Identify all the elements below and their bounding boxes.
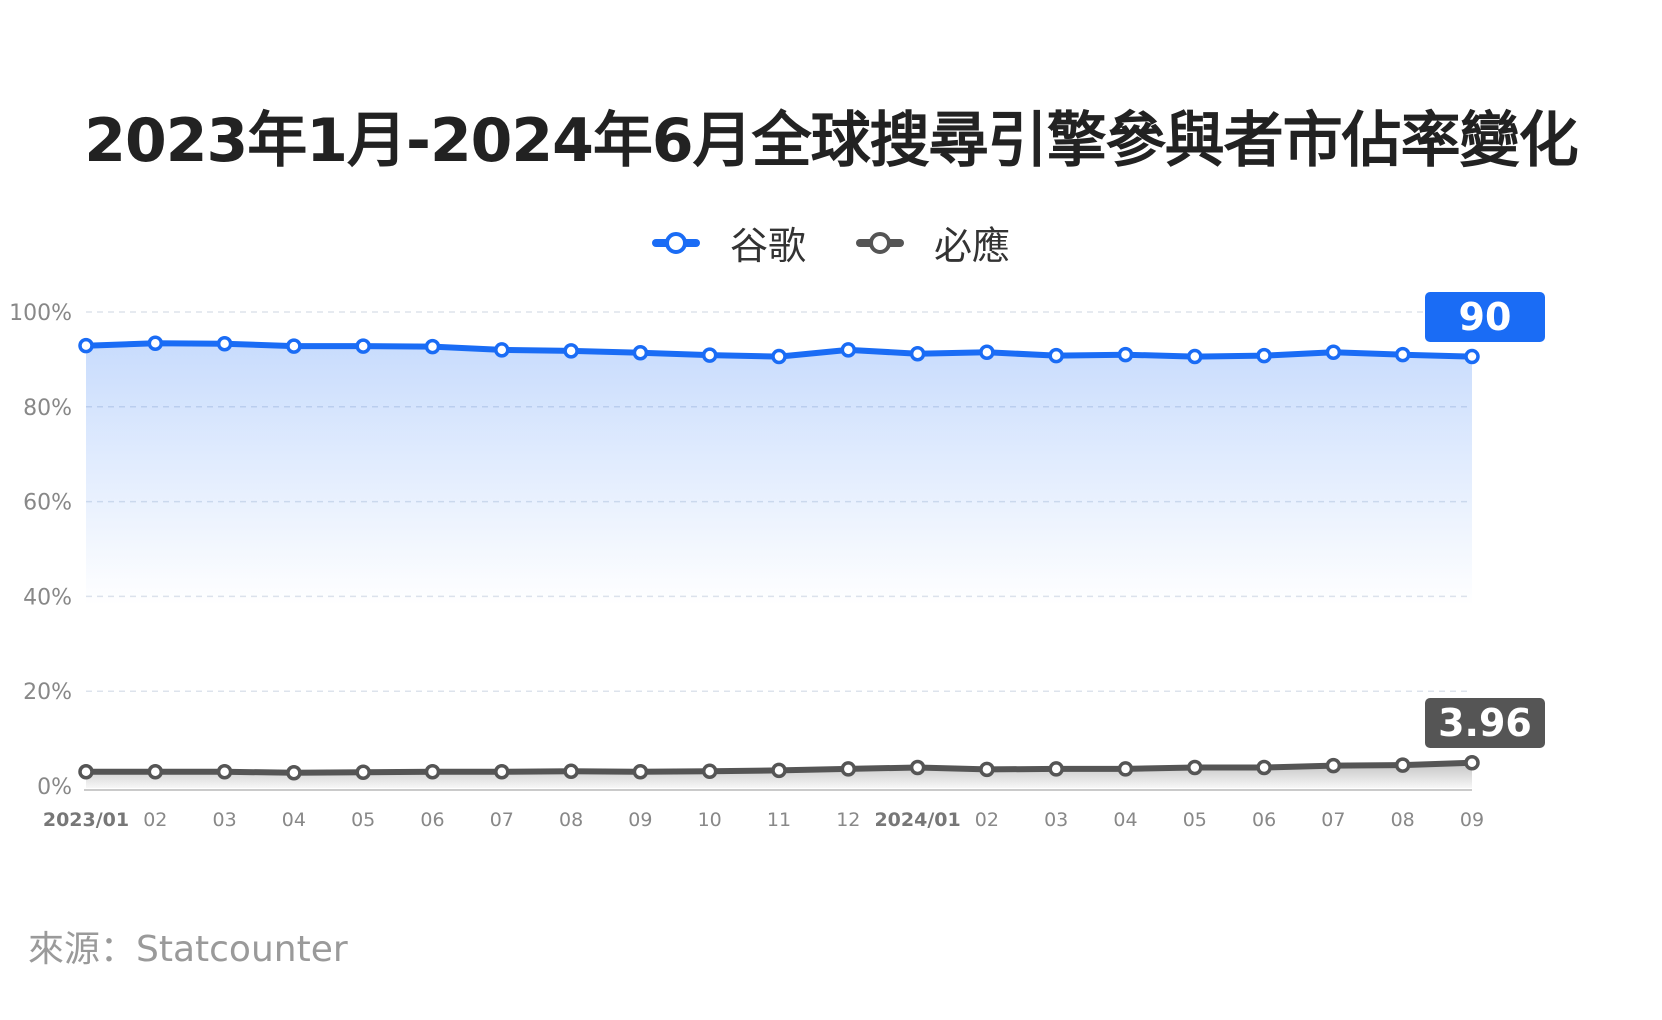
legend-label-google: 谷歌 (729, 224, 806, 268)
data-point[interactable] (286, 338, 302, 354)
legend-label-bing: 必應 (934, 224, 1011, 268)
data-point[interactable] (494, 342, 510, 358)
data-point[interactable] (1464, 755, 1480, 771)
data-point[interactable] (771, 348, 787, 365)
data-point[interactable] (355, 338, 371, 354)
x-tick-label: 04 (1113, 809, 1137, 831)
data-point[interactable] (771, 762, 787, 779)
y-tick-label: 40% (23, 585, 72, 610)
y-tick-label: 60% (23, 491, 72, 516)
end-value-label: 90 (1459, 295, 1512, 339)
data-point[interactable] (840, 342, 857, 358)
data-point[interactable] (1325, 344, 1342, 361)
chart-title: 2023年1月-2024年6月全球搜尋引擎參與者市佔率變化 (84, 106, 1578, 176)
data-point[interactable] (840, 761, 857, 777)
data-point[interactable] (147, 335, 164, 352)
x-tick-label: 03 (1044, 809, 1068, 831)
x-tick-label: 12 (836, 809, 860, 831)
y-tick-label: 20% (23, 680, 72, 705)
x-tick-label: 05 (351, 809, 375, 831)
data-point[interactable] (563, 343, 579, 359)
x-tick-label: 06 (420, 809, 444, 831)
data-point[interactable] (1048, 761, 1064, 777)
data-point[interactable] (1464, 348, 1480, 365)
x-tick-label: 02 (143, 809, 167, 831)
data-point[interactable] (355, 764, 371, 781)
x-tick-label: 2023/01 (43, 809, 129, 831)
data-point[interactable] (494, 764, 510, 780)
legend-swatch-bing (856, 231, 904, 254)
data-point[interactable] (78, 337, 94, 354)
data-point[interactable] (632, 764, 649, 780)
legend: 谷歌 必應 (0, 215, 1662, 270)
legend-swatch-google (651, 231, 700, 254)
data-point[interactable] (1187, 759, 1203, 776)
data-point[interactable] (1187, 348, 1203, 365)
data-point[interactable] (632, 345, 649, 361)
data-point[interactable] (701, 763, 718, 780)
data-point[interactable] (424, 764, 441, 780)
end-value-badge-1: 3.96 (1425, 698, 1545, 748)
data-point[interactable] (979, 761, 995, 778)
data-point[interactable] (1325, 757, 1342, 774)
source-note: 來源：Statcounter (28, 929, 348, 970)
legend-item-google[interactable]: 谷歌 (651, 215, 806, 270)
data-point[interactable] (216, 336, 233, 352)
data-point[interactable] (1394, 757, 1411, 773)
x-tick-label: 06 (1252, 809, 1276, 831)
data-point[interactable] (216, 764, 233, 780)
x-tick-label: 07 (490, 809, 514, 831)
y-tick-label: 100% (9, 301, 72, 326)
y-tick-label: 0% (37, 775, 72, 800)
data-point[interactable] (147, 764, 164, 780)
x-tick-label: 08 (559, 809, 583, 831)
end-value-badge-0: 90 (1425, 292, 1545, 342)
end-value-label: 3.96 (1438, 701, 1532, 745)
data-point[interactable] (1394, 346, 1411, 363)
data-point[interactable] (1256, 759, 1272, 776)
x-tick-label: 10 (698, 809, 722, 831)
x-tick-label: 07 (1321, 809, 1345, 831)
data-point[interactable] (979, 344, 995, 361)
series-area-0 (86, 343, 1472, 606)
x-tick-label: 08 (1391, 809, 1415, 831)
x-tick-label: 04 (282, 809, 306, 831)
x-tick-label: 11 (767, 809, 791, 831)
x-tick-label: 02 (975, 809, 999, 831)
data-point[interactable] (909, 759, 926, 776)
x-tick-label: 03 (213, 809, 237, 831)
data-point[interactable] (1117, 346, 1134, 363)
data-point[interactable] (424, 338, 441, 355)
data-point[interactable] (1048, 347, 1064, 364)
data-point[interactable] (286, 764, 302, 781)
data-point[interactable] (78, 764, 94, 780)
data-point[interactable] (701, 347, 718, 363)
y-tick-label: 80% (23, 396, 72, 421)
data-point[interactable] (909, 345, 926, 362)
data-point[interactable] (1117, 761, 1134, 777)
data-point[interactable] (1256, 347, 1272, 364)
legend-item-bing[interactable]: 必應 (856, 215, 1010, 270)
x-tick-label: 09 (628, 809, 652, 831)
data-point[interactable] (563, 763, 579, 780)
x-tick-label: 09 (1460, 809, 1484, 831)
x-tick-label: 2024/01 (874, 809, 960, 831)
x-tick-label: 05 (1183, 809, 1207, 831)
